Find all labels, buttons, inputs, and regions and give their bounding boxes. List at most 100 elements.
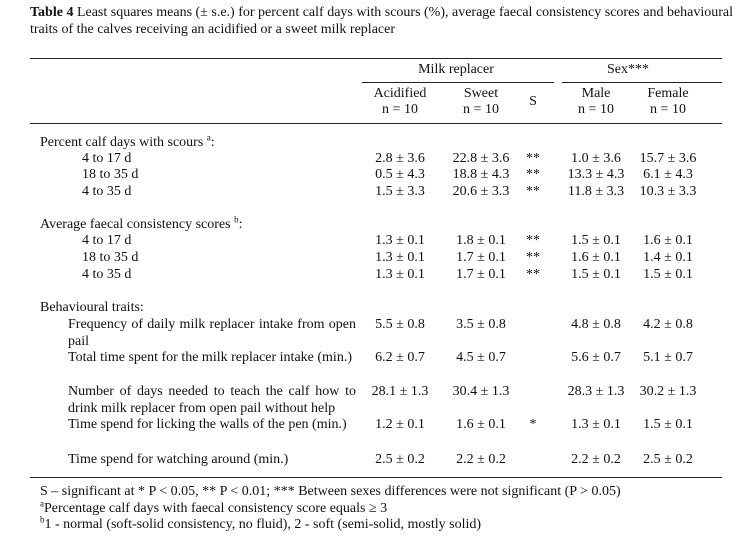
column-n: n = 10 <box>578 102 614 117</box>
cell-value: 28.3 ± 1.3 <box>567 384 625 399</box>
cell-value: 1.5 ± 0.1 <box>643 417 693 432</box>
footnote-text: 1 - normal (soft-solid consistency, no f… <box>44 517 482 532</box>
table-caption: Table 4 Least squares means (± s.e.) for… <box>30 4 740 38</box>
caption-text: Least squares means (± s.e.) for percent… <box>30 5 734 37</box>
cell-value: 2.5 ± 0.2 <box>375 452 425 467</box>
footnote-text: Percentage calf days with faecal consist… <box>44 501 388 516</box>
column-header: Female <box>647 86 689 101</box>
section-label-suffix: : <box>210 135 215 150</box>
cell-value: 10.3 ± 3.3 <box>639 184 697 199</box>
section-label-text: Average faecal consistency scores <box>40 217 235 232</box>
column-header: S <box>529 94 537 109</box>
cell-value: 1.3 ± 0.1 <box>375 233 425 248</box>
group-rule <box>362 82 554 83</box>
cell-value: 4.2 ± 0.8 <box>643 317 693 332</box>
significance: ** <box>526 233 540 248</box>
cell-value: 15.7 ± 3.6 <box>639 151 697 166</box>
row-label: 18 to 35 d <box>82 250 139 265</box>
section-label-text: Percent calf days with scours <box>40 135 207 150</box>
cell-value: 1.0 ± 3.6 <box>571 151 621 166</box>
row-label: 18 to 35 d <box>82 167 139 182</box>
cell-value: 1.8 ± 0.1 <box>456 233 506 248</box>
bottom-rule <box>30 477 722 478</box>
significance: ** <box>526 267 540 282</box>
column-n: n = 10 <box>382 102 418 117</box>
footnote-text: S – significant at * P < 0.05, ** P < 0.… <box>40 484 621 499</box>
caption-label: Table 4 <box>30 5 74 20</box>
significance: ** <box>526 184 540 199</box>
column-header: Sweet <box>463 86 499 101</box>
significance: ** <box>526 250 540 265</box>
row-label: 4 to 35 d <box>82 267 132 282</box>
row-label: 4 to 35 d <box>82 184 132 199</box>
group-header: Sex*** <box>607 62 649 77</box>
column-n: n = 10 <box>650 102 686 117</box>
footnote-mark: b <box>40 514 45 525</box>
significance: ** <box>526 151 540 166</box>
section-label-suffix: : <box>238 217 243 232</box>
cell-value: 5.6 ± 0.7 <box>571 350 621 365</box>
cell-value: 4.8 ± 0.8 <box>571 317 621 332</box>
cell-value: 1.3 ± 0.1 <box>375 267 425 282</box>
cell-value: 1.6 ± 0.1 <box>571 250 621 265</box>
cell-value: 1.2 ± 0.1 <box>375 417 425 432</box>
column-n: n = 10 <box>463 102 499 117</box>
header-rule <box>30 123 722 124</box>
row-label: 4 to 17 d <box>82 151 132 166</box>
row-label: Number of days needed to teach the calf … <box>68 384 356 416</box>
cell-value: 1.3 ± 0.1 <box>571 417 621 432</box>
cell-value: 2.2 ± 0.2 <box>456 452 506 467</box>
cell-value: 1.6 ± 0.1 <box>456 417 506 432</box>
cell-value: 11.8 ± 3.3 <box>567 184 625 199</box>
cell-value: 30.2 ± 1.3 <box>639 384 697 399</box>
cell-value: 1.7 ± 0.1 <box>456 267 506 282</box>
group-rule <box>562 82 722 83</box>
significance: * <box>529 417 537 432</box>
cell-value: 6.1 ± 4.3 <box>643 167 693 182</box>
cell-value: 1.5 ± 0.1 <box>571 267 621 282</box>
cell-value: 2.8 ± 3.6 <box>375 151 425 166</box>
footnote: S – significant at * P < 0.05, ** P < 0.… <box>40 484 621 500</box>
cell-value: 1.5 ± 0.1 <box>571 233 621 248</box>
footnote-mark: a <box>206 132 211 143</box>
row-label: Frequency of daily milk replacer intake … <box>68 317 356 349</box>
cell-value: 4.5 ± 0.7 <box>456 350 506 365</box>
cell-value: 1.3 ± 0.1 <box>375 250 425 265</box>
footnote-mark: a <box>40 498 44 509</box>
row-label: Time spend for licking the walls of the … <box>68 417 347 432</box>
cell-value: 1.6 ± 0.1 <box>643 233 693 248</box>
cell-value: 2.2 ± 0.2 <box>571 452 621 467</box>
row-label: 4 to 17 d <box>82 233 132 248</box>
cell-value: 6.2 ± 0.7 <box>375 350 425 365</box>
cell-value: 1.5 ± 0.1 <box>643 267 693 282</box>
cell-value: 0.5 ± 4.3 <box>375 167 425 182</box>
top-rule <box>30 58 722 59</box>
row-label: Total time spent for the milk replacer i… <box>68 350 352 365</box>
cell-value: 3.5 ± 0.8 <box>456 317 506 332</box>
section-label: Percent calf days with scours a: <box>40 132 215 151</box>
footnote-mark: b <box>234 214 239 225</box>
column-header: Acidified <box>373 86 427 101</box>
section-label: Average faecal consistency scores b: <box>40 214 243 233</box>
group-header: Milk replacer <box>418 62 494 77</box>
cell-value: 30.4 ± 1.3 <box>452 384 510 399</box>
row-label: Time spend for watching around (min.) <box>68 452 289 467</box>
section-label-text: Behavioural traits: <box>40 300 144 315</box>
cell-value: 1.4 ± 0.1 <box>643 250 693 265</box>
significance: ** <box>526 167 540 182</box>
cell-value: 28.1 ± 1.3 <box>371 384 429 399</box>
cell-value: 13.3 ± 4.3 <box>567 167 625 182</box>
cell-value: 5.1 ± 0.7 <box>643 350 693 365</box>
cell-value: 1.5 ± 3.3 <box>375 184 425 199</box>
cell-value: 18.8 ± 4.3 <box>452 167 510 182</box>
cell-value: 1.7 ± 0.1 <box>456 250 506 265</box>
footnote: aPercentage calf days with faecal consis… <box>40 498 388 517</box>
cell-value: 20.6 ± 3.3 <box>452 184 510 199</box>
cell-value: 22.8 ± 3.6 <box>452 151 510 166</box>
footnote: b1 - normal (soft-solid consistency, no … <box>40 514 482 533</box>
column-header: Male <box>581 86 611 101</box>
cell-value: 2.5 ± 0.2 <box>643 452 693 467</box>
cell-value: 5.5 ± 0.8 <box>375 317 425 332</box>
section-label: Behavioural traits: <box>40 300 144 316</box>
